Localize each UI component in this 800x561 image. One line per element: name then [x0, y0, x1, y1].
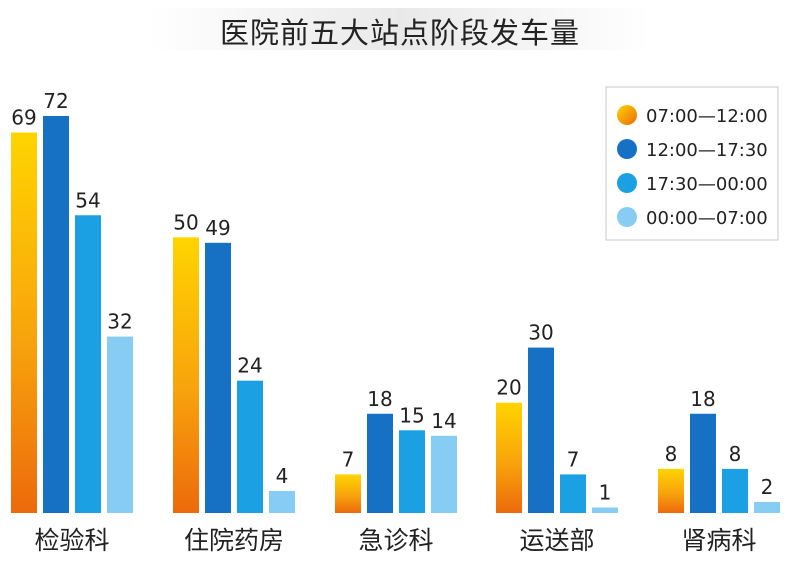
legend: 07:00—12:00 12:00—17:30 17:30—00:00 00:00—0… [605, 86, 779, 241]
bar-4-series-4 [592, 507, 618, 513]
data-label: 15 [399, 403, 424, 427]
bar-5-series-4 [754, 501, 780, 513]
data-label: 2 [761, 475, 774, 499]
bar-3-series-1 [335, 474, 361, 513]
bar-3-series-4 [431, 435, 457, 513]
data-label: 8 [729, 442, 742, 466]
bar-5-series-2 [690, 413, 716, 513]
bar-5-series-1 [658, 468, 684, 513]
bar-4-series-1 [496, 402, 522, 513]
data-label: 18 [367, 387, 392, 411]
category-label: 检验科 [34, 526, 109, 555]
bar-2-series-4 [269, 490, 295, 513]
bar-2-series-2 [205, 242, 231, 513]
category-label: 肾病科 [681, 526, 756, 555]
bar-3-series-2 [367, 413, 393, 513]
category-label: 住院药房 [184, 526, 284, 555]
data-label: 1 [599, 480, 612, 504]
title-background [150, 8, 650, 50]
category-label: 急诊科 [358, 526, 433, 555]
data-label: 18 [690, 387, 715, 411]
legend-label: 17:30—00:00 [646, 174, 768, 195]
data-label: 14 [431, 409, 456, 433]
data-label: 49 [205, 216, 230, 240]
bar-2-series-1 [173, 237, 199, 514]
chart-title: 医院前五大站点阶段发车量 [219, 16, 580, 50]
bars-layer [11, 116, 780, 514]
bar-3-series-3 [399, 430, 425, 513]
data-label: 4 [276, 464, 289, 488]
legend-marker-icon [617, 139, 637, 159]
data-label: 30 [528, 321, 553, 345]
legend-marker-icon [617, 207, 637, 227]
data-label: 20 [496, 376, 521, 400]
data-label: 24 [237, 354, 262, 378]
category-label: 运送部 [519, 526, 594, 555]
data-label: 8 [665, 442, 678, 466]
data-label: 32 [107, 310, 132, 334]
legend-marker-icon [617, 105, 637, 125]
legend-marker-icon [617, 173, 637, 193]
data-label: 50 [173, 210, 198, 234]
bar-1-series-4 [107, 336, 133, 513]
data-label: 7 [567, 447, 580, 471]
data-label: 72 [43, 89, 68, 113]
legend-label: 12:00—17:30 [646, 140, 768, 161]
bar-5-series-3 [722, 468, 748, 513]
bar-4-series-3 [560, 474, 586, 513]
legend-label: 07:00—12:00 [646, 106, 768, 127]
legend-label: 00:00—07:00 [646, 208, 768, 229]
data-label: 54 [75, 188, 100, 212]
bar-1-series-1 [11, 132, 37, 513]
bar-1-series-3 [75, 215, 101, 513]
bar-2-series-3 [237, 380, 263, 513]
bar-4-series-2 [528, 347, 554, 513]
data-label: 7 [342, 447, 355, 471]
bar-1-series-2 [43, 116, 69, 513]
data-label: 69 [11, 106, 36, 130]
